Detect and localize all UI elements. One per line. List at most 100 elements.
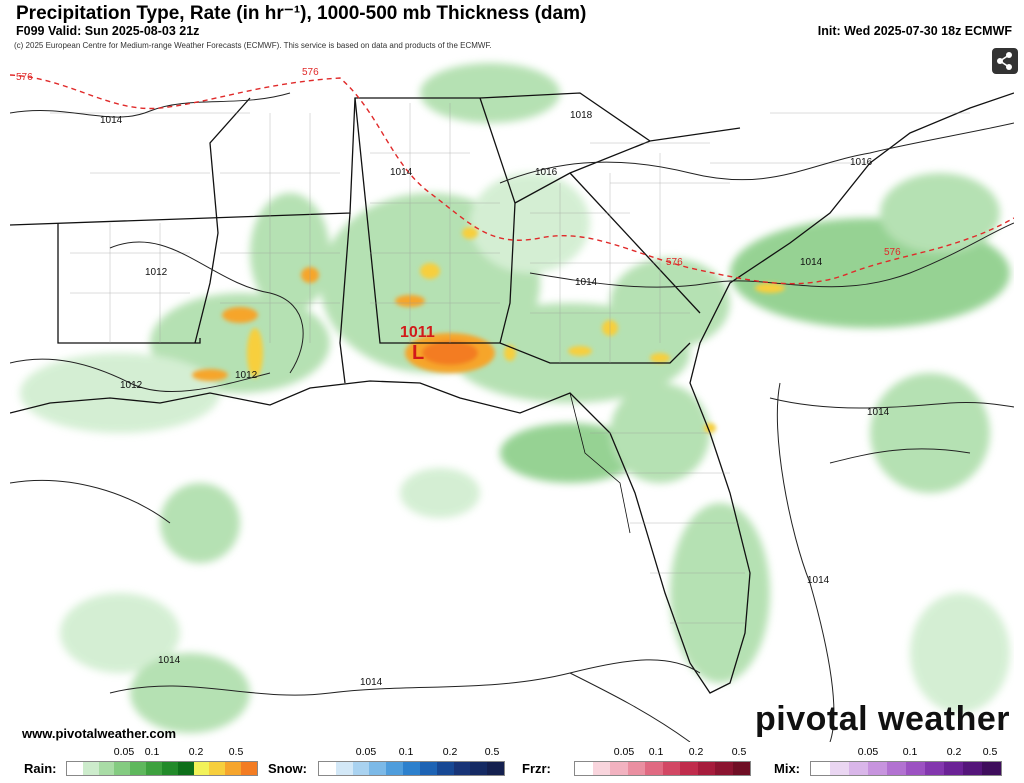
legend-swatch xyxy=(177,762,194,775)
legend-swatch xyxy=(130,762,147,775)
legend-ticks: 0.05 0.1 0.2 0.5 xyxy=(574,746,749,758)
legend-tick: 0.5 xyxy=(484,746,500,758)
legend-swatch xyxy=(575,762,593,775)
map-title: Precipitation Type, Rate (in hr⁻¹), 1000… xyxy=(16,3,587,24)
isobar-label: 1016 xyxy=(535,167,558,178)
legend-swatch xyxy=(906,762,925,775)
legend-tick: 0.5 xyxy=(982,746,998,758)
legend-colorbar xyxy=(66,761,258,776)
legend-swatch xyxy=(925,762,944,775)
legend-swatch xyxy=(193,762,210,775)
website-link[interactable]: www.pivotalweather.com xyxy=(22,726,177,741)
legend-swatch xyxy=(811,762,830,775)
legend-swatch xyxy=(868,762,887,775)
pivotal-weather-logo: pivotal weather xyxy=(754,700,1010,738)
isobar-label: 1016 xyxy=(850,157,873,168)
isobar-label: 1014 xyxy=(158,655,181,666)
legend-swatch xyxy=(419,762,437,775)
isobar-label: 1012 xyxy=(145,267,168,278)
legend-label: Frzr: xyxy=(522,761,551,776)
legend-swatch xyxy=(386,762,404,775)
legend-swatch xyxy=(335,762,353,775)
legend-swatch xyxy=(732,762,750,775)
legend-swatch xyxy=(592,762,610,775)
map-canvas: 1014 1018 1016 1014 1016 1012 1014 1014 … xyxy=(10,63,1014,742)
thickness-576-line xyxy=(10,74,1014,285)
legend-swatch xyxy=(114,762,131,775)
share-button[interactable] xyxy=(992,48,1018,74)
legend-swatch xyxy=(982,762,1001,775)
legend-label: Rain: xyxy=(24,761,57,776)
snow-legend: Snow: 0.05 0.1 0.2 0.5 xyxy=(268,742,508,783)
legend-tick: 0.1 xyxy=(144,746,160,758)
legend-tick: 0.5 xyxy=(228,746,244,758)
isobar-label: 1014 xyxy=(800,257,823,268)
legend-swatch xyxy=(645,762,663,775)
legend-colorbar xyxy=(318,761,505,776)
legend-swatch xyxy=(453,762,471,775)
legend-swatch xyxy=(241,762,257,775)
copyright-notice: (c) 2025 European Centre for Medium-rang… xyxy=(14,41,492,50)
rain-legend: Rain: 0.05 0.1 0.2 0.5 xyxy=(24,742,264,783)
legend-swatch xyxy=(610,762,628,775)
legend-swatch xyxy=(830,762,849,775)
low-pressure-symbol: L xyxy=(412,342,424,364)
thickness-label: 576 xyxy=(666,257,683,268)
weather-map[interactable]: 1014 1018 1016 1014 1016 1012 1014 1014 … xyxy=(10,53,1014,742)
legend-tick: 0.5 xyxy=(731,746,747,758)
legend-colorbar xyxy=(810,761,1002,776)
legend-ticks: 0.05 0.1 0.2 0.5 xyxy=(810,746,1000,758)
share-icon xyxy=(997,52,1012,70)
legend-swatch xyxy=(319,762,336,775)
isobar-label: 1014 xyxy=(575,277,598,288)
header: Precipitation Type, Rate (in hr⁻¹), 1000… xyxy=(0,0,1024,52)
legend-tick: 0.1 xyxy=(902,746,918,758)
legend-swatch xyxy=(680,762,698,775)
frzr-legend: Frzr: 0.05 0.1 0.2 0.5 xyxy=(522,742,762,783)
isobar-label: 1012 xyxy=(235,370,258,381)
legend-swatch xyxy=(697,762,715,775)
boundaries xyxy=(10,92,1014,694)
legend-swatch xyxy=(887,762,906,775)
isobar-label: 1014 xyxy=(390,167,413,178)
legend-tick: 0.2 xyxy=(688,746,704,758)
init-time: Init: Wed 2025-07-30 18z ECMWF xyxy=(817,24,1012,38)
legend-colorbar xyxy=(574,761,751,776)
legend-swatch xyxy=(849,762,868,775)
legend-label: Mix: xyxy=(774,761,800,776)
legend-tick: 0.1 xyxy=(648,746,664,758)
legend-swatch xyxy=(225,762,242,775)
legend-swatch xyxy=(209,762,226,775)
low-pressure-marker: 1011 L xyxy=(400,324,435,364)
legend-ticks: 0.05 0.1 0.2 0.5 xyxy=(66,746,256,758)
thickness-label-group: 576 576 576 576 xyxy=(16,67,901,268)
legend-swatch xyxy=(627,762,645,775)
legend-swatch xyxy=(161,762,178,775)
valid-time: F099 Valid: Sun 2025-08-03 21z xyxy=(16,24,200,38)
thickness-label: 576 xyxy=(16,72,33,83)
legend-swatch xyxy=(436,762,454,775)
legend-tick: 0.2 xyxy=(188,746,204,758)
legend-swatch xyxy=(944,762,963,775)
legend-swatch xyxy=(146,762,162,775)
low-pressure-value: 1011 xyxy=(400,324,435,341)
legend-tick: 0.05 xyxy=(355,746,377,758)
isobar-label: 1018 xyxy=(570,110,593,121)
legend-swatch xyxy=(403,762,420,775)
legend-tick: 0.2 xyxy=(946,746,962,758)
legend-swatch xyxy=(98,762,115,775)
legend-swatch xyxy=(715,762,733,775)
legend-label: Snow: xyxy=(268,761,307,776)
legend-ticks: 0.05 0.1 0.2 0.5 xyxy=(318,746,503,758)
isobar-label: 1014 xyxy=(867,407,890,418)
isobar-label-group: 1014 1018 1016 1014 1016 1012 1014 1014 … xyxy=(100,110,890,688)
legend-tick: 0.1 xyxy=(398,746,414,758)
isobar-label: 1014 xyxy=(807,575,830,586)
legend-swatch xyxy=(487,762,504,775)
legend-tick: 0.05 xyxy=(113,746,135,758)
legend-tick: 0.2 xyxy=(442,746,458,758)
isobar-label: 1014 xyxy=(360,677,383,688)
isobar-label: 1014 xyxy=(100,115,123,126)
legend-swatch xyxy=(82,762,99,775)
legend-swatch xyxy=(662,762,680,775)
